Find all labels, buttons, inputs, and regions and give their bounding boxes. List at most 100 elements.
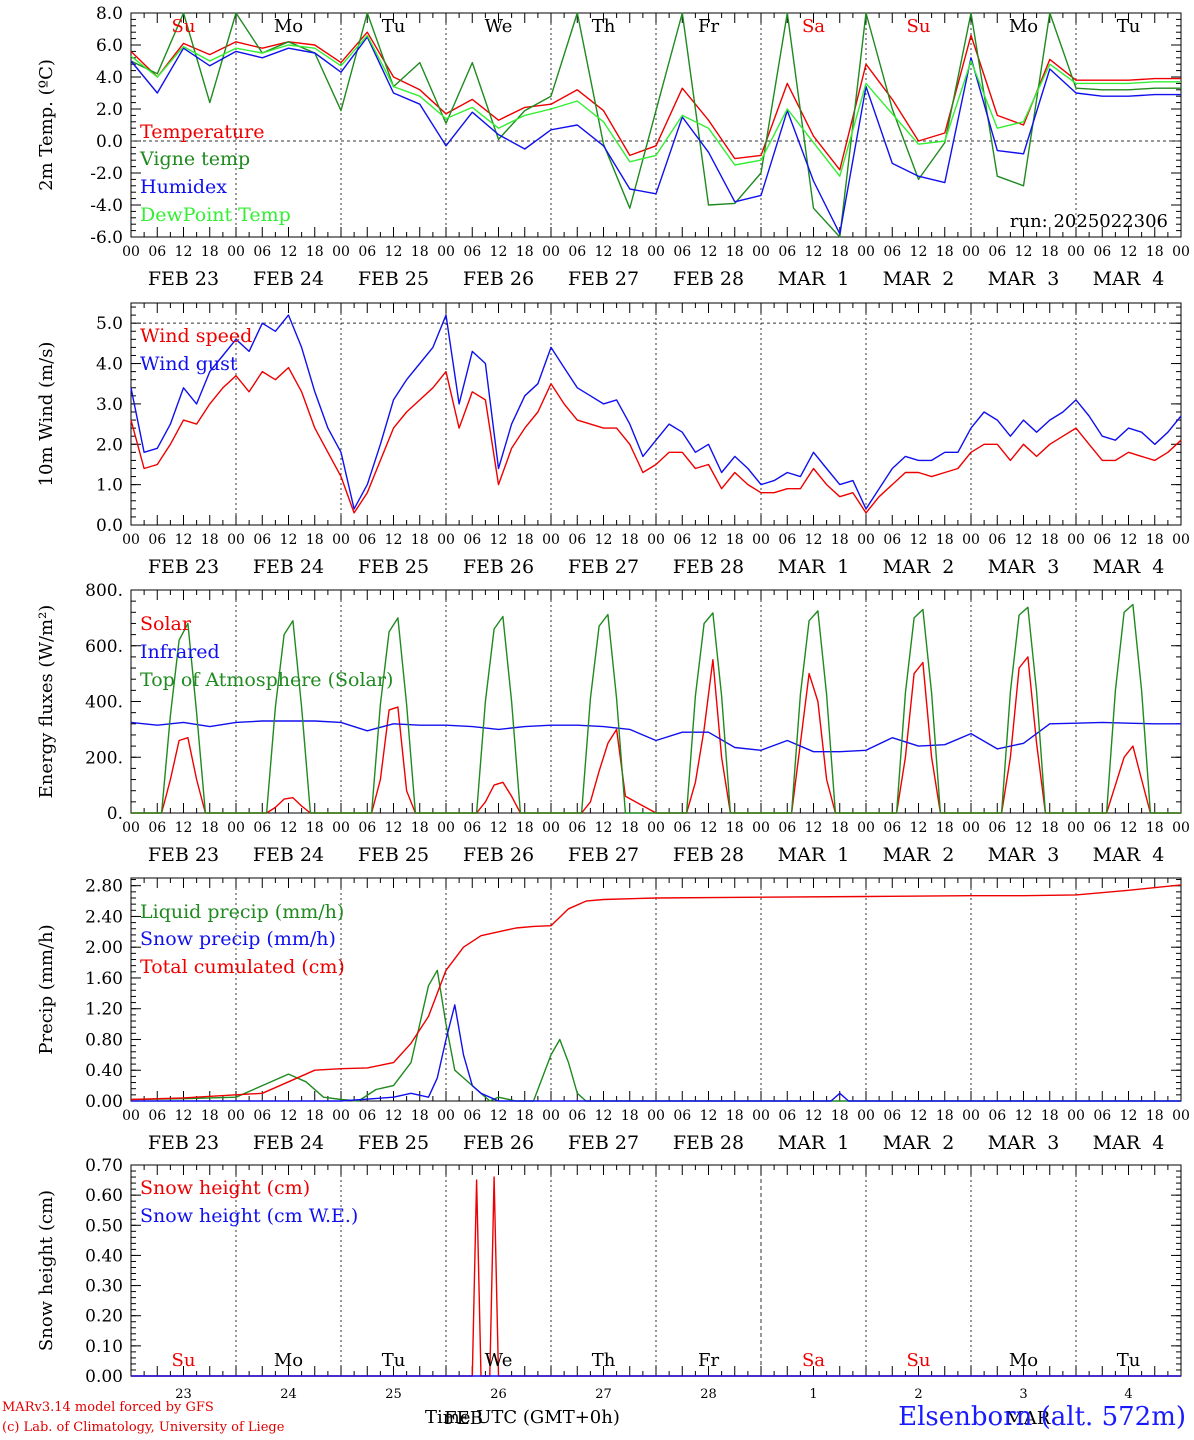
hour-label: 12: [175, 244, 193, 260]
y-tick-label: 4.0: [96, 68, 123, 88]
hour-label: 18: [516, 244, 534, 260]
date-label: MAR 3: [988, 556, 1060, 578]
date-label: FEB 23: [148, 1132, 219, 1154]
hour-label: 06: [358, 244, 376, 260]
weekday-label: Mo: [274, 16, 303, 37]
hour-label: 12: [910, 820, 928, 836]
series-line-liquid-precip-mm-h-: [130, 969, 1181, 1102]
y-axis-title: Snow height (cm): [36, 1190, 57, 1351]
hour-label: 18: [831, 532, 849, 548]
hour-label: 18: [1041, 532, 1059, 548]
y-axis-title: 10m Wind (m/s): [36, 342, 57, 487]
hour-label: 00: [1172, 820, 1190, 836]
hour-label: 12: [1015, 532, 1033, 548]
hour-label: 00: [227, 820, 245, 836]
hour-label: 06: [988, 820, 1006, 836]
hour-label: 18: [831, 244, 849, 260]
hour-label: 18: [831, 820, 849, 836]
hour-label: 18: [201, 532, 219, 548]
weekday-label: We: [485, 16, 513, 37]
hour-label: 00: [857, 1108, 875, 1124]
weekday-label: Sa: [802, 1350, 825, 1371]
weekday-label: Tu: [382, 1350, 406, 1371]
hour-label: 06: [1093, 532, 1111, 548]
y-tick-label: 600.: [85, 637, 123, 657]
date-label: FEB 25: [358, 844, 429, 866]
weekday-label: Fr: [698, 1350, 719, 1371]
hour-label: 12: [805, 820, 823, 836]
hour-label: 00: [437, 1108, 455, 1124]
y-tick-label: 0.10: [85, 1337, 123, 1357]
hour-label: 18: [1041, 244, 1059, 260]
hour-label: 00: [542, 532, 560, 548]
hour-label: 12: [280, 820, 298, 836]
y-tick-label: 0.40: [85, 1061, 123, 1081]
hour-label: 06: [148, 1108, 166, 1124]
legend-entry: Temperature: [140, 121, 264, 143]
date-label: FEB 27: [568, 556, 639, 578]
series-line-wind-gust: [130, 314, 1182, 510]
hour-label: 06: [778, 532, 796, 548]
hour-label: 18: [306, 1108, 324, 1124]
hour-label: 18: [516, 532, 534, 548]
y-tick-label: 0.00: [85, 1367, 123, 1387]
hour-label: 00: [1172, 1108, 1190, 1124]
hour-label: 18: [306, 244, 324, 260]
hour-label: 18: [1146, 532, 1164, 548]
hour-label: 18: [201, 244, 219, 260]
date-label: FEB 26: [463, 556, 534, 578]
hour-label: 00: [752, 244, 770, 260]
hour-label: 00: [962, 532, 980, 548]
hour-label: 12: [910, 532, 928, 548]
hour-label: 12: [280, 532, 298, 548]
y-tick-label: 0.40: [85, 1246, 123, 1266]
hour-label: 06: [463, 244, 481, 260]
hour-label: 12: [490, 532, 508, 548]
hour-label: 06: [988, 244, 1006, 260]
hour-label: 06: [148, 820, 166, 836]
panel-2: [130, 302, 1182, 526]
y-tick-label: 0.50: [85, 1216, 123, 1236]
hour-label: 00: [122, 1108, 140, 1124]
hour-label: 00: [1067, 1108, 1085, 1124]
hour-label: 18: [726, 244, 744, 260]
date-label: FEB 24: [253, 556, 324, 578]
hour-label: 18: [411, 244, 429, 260]
weekday-label: Th: [592, 16, 616, 37]
hour-label: 00: [752, 532, 770, 548]
hour-label: 00: [332, 820, 350, 836]
hour-label: 12: [595, 820, 613, 836]
date-label: FEB 23: [148, 268, 219, 290]
hour-label: 06: [568, 1108, 586, 1124]
date-label: FEB 27: [568, 1132, 639, 1154]
hour-label: 06: [673, 820, 691, 836]
run-annotation: run: 2025022306: [1010, 211, 1168, 232]
hour-label: 18: [726, 820, 744, 836]
date-label: FEB 28: [673, 268, 744, 290]
hour-label: 00: [437, 244, 455, 260]
y-tick-label: 0.0: [96, 132, 123, 152]
hour-label: 06: [673, 532, 691, 548]
hour-label: 06: [1093, 820, 1111, 836]
hour-label: 18: [411, 532, 429, 548]
panel-5: [130, 1164, 1182, 1377]
hour-label: 18: [1146, 244, 1164, 260]
hour-label: 12: [175, 1108, 193, 1124]
y-tick-label: 0.00: [85, 1092, 123, 1112]
hour-label: 00: [542, 244, 560, 260]
hour-label: 12: [1015, 1108, 1033, 1124]
day-number: 1: [809, 1387, 817, 1402]
hour-label: 06: [1093, 244, 1111, 260]
date-label: MAR 3: [988, 268, 1060, 290]
hour-label: 06: [778, 244, 796, 260]
weekday-label: Mo: [274, 1350, 303, 1371]
legend-entry: Total cumulated (cm): [140, 956, 345, 978]
y-tick-label: 0.70: [85, 1156, 123, 1176]
hour-label: 18: [621, 1108, 639, 1124]
hour-label: 06: [253, 532, 271, 548]
series-line-humidex: [130, 36, 1181, 235]
date-label: FEB 24: [253, 1132, 324, 1154]
hour-label: 00: [437, 532, 455, 548]
legend-entry: Snow precip (mm/h): [140, 928, 336, 950]
